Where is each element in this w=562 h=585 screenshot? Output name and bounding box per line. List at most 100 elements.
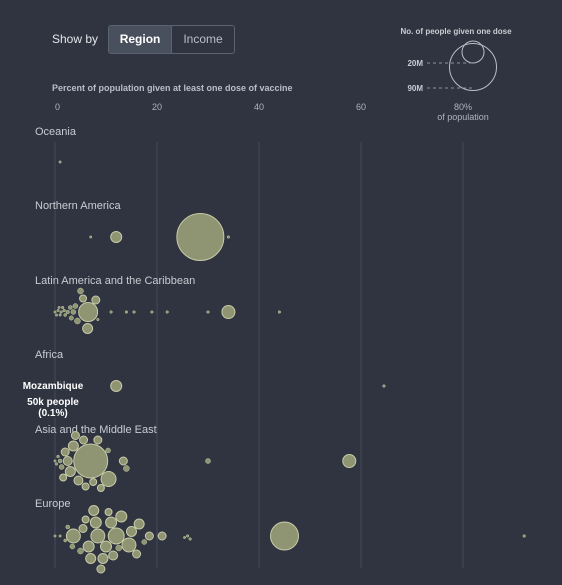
bubble-3-9 xyxy=(62,384,66,388)
bubble-3-2 xyxy=(55,381,59,385)
bubble-5-27 xyxy=(141,539,147,545)
tooltip-people: 50k people xyxy=(27,397,79,408)
bubble-4-15 xyxy=(89,478,98,486)
bubble-2-12 xyxy=(70,309,77,315)
bubble-2-6 xyxy=(61,305,65,310)
bubble-2-13 xyxy=(72,303,79,309)
bubble-4-5 xyxy=(59,473,68,482)
bubble-5-25 xyxy=(132,549,142,559)
size-legend-label-large: 90M xyxy=(407,84,423,93)
region-button[interactable]: Region xyxy=(109,25,172,53)
bubble-5-7 xyxy=(78,524,88,533)
bubble-5-9 xyxy=(82,540,95,553)
bubble-3-12 xyxy=(382,384,386,388)
size-legend-title: No. of people given one dose xyxy=(400,27,512,36)
bubble-2-20 xyxy=(96,317,100,322)
bubble-5-28 xyxy=(144,531,154,541)
bubble-5-21 xyxy=(115,544,122,552)
show-by-label: Show by xyxy=(52,32,99,46)
bubble-2-14 xyxy=(74,317,81,325)
bubble-2-17 xyxy=(78,302,99,322)
bubble-5-20 xyxy=(107,527,125,545)
bubble-4-9 xyxy=(67,440,79,452)
bubble-4-13 xyxy=(81,482,90,491)
bubble-5-16 xyxy=(100,540,112,553)
bubble-2-3 xyxy=(57,306,61,309)
bubble-3-1 xyxy=(54,387,58,391)
bubble-4-1 xyxy=(54,462,59,466)
bubble-1-2 xyxy=(176,213,225,261)
size-legend-circle-small xyxy=(461,40,485,64)
bubble-4-2 xyxy=(56,454,60,459)
bubble-2-5 xyxy=(59,310,63,314)
bubble-2-8 xyxy=(63,313,67,317)
bubble-5-32 xyxy=(188,537,192,541)
bubble-5-31 xyxy=(186,534,190,538)
bubble-2-11 xyxy=(68,315,74,321)
bubble-5-8 xyxy=(81,515,90,524)
bubble-3-7 xyxy=(60,387,64,391)
bubble-5-15 xyxy=(97,553,109,564)
bubble-5-22 xyxy=(115,510,128,523)
bubble-5-18 xyxy=(105,516,118,529)
bubble-5-0 xyxy=(53,534,57,538)
bubble-5-33 xyxy=(270,521,299,551)
bubble-4-17 xyxy=(96,484,105,492)
group-label-4: Asia and the Middle East xyxy=(35,424,157,436)
x-axis-title: Percent of population given at least one… xyxy=(52,83,293,93)
bubble-3-11 xyxy=(110,380,123,392)
bubble-4-0 xyxy=(53,459,57,463)
bubble-2-27 xyxy=(221,305,236,319)
bubble-5-12 xyxy=(89,516,102,529)
size-legend-label-small: 20M xyxy=(407,59,423,68)
bubble-4-23 xyxy=(342,454,357,468)
bubble-5-3 xyxy=(65,524,70,530)
bubble-2-22 xyxy=(124,310,128,314)
show-by-toolbar: Show by Region Income xyxy=(52,24,236,54)
bubble-4-7 xyxy=(62,456,73,466)
tooltip-country: Mozambique xyxy=(23,381,84,392)
x-tick-label-0: 0 xyxy=(55,102,60,112)
group-label-1: Northern America xyxy=(35,200,121,212)
bubble-5-26 xyxy=(133,518,145,530)
bubble-5-1 xyxy=(58,534,62,538)
bubble-3-6 xyxy=(59,384,63,388)
bubble-2-15 xyxy=(77,287,84,295)
bubble-4-21 xyxy=(123,465,130,472)
bubble-5-14 xyxy=(96,564,106,574)
bubble-5-13 xyxy=(90,528,106,544)
bubble-4-3 xyxy=(57,458,63,464)
bubble-2-2 xyxy=(56,309,60,312)
bubble-5-34 xyxy=(522,534,526,538)
group-label-0: Oceania xyxy=(35,126,77,138)
bubble-2-25 xyxy=(165,310,169,314)
bubble-3-10 xyxy=(64,387,68,391)
bubble-5-24 xyxy=(126,526,137,537)
bubble-2-23 xyxy=(132,310,136,314)
size-legend-circle-large xyxy=(449,43,497,91)
bubble-1-3 xyxy=(226,235,230,239)
bubble-2-4 xyxy=(58,313,62,317)
bubble-1-0 xyxy=(89,235,93,239)
group-toggle: Region Income xyxy=(108,24,236,54)
group-label-5: Europe xyxy=(35,498,70,510)
group-label-2: Latin America and the Caribbean xyxy=(35,275,195,287)
bubble-4-22 xyxy=(205,458,211,464)
bubble-4-16 xyxy=(93,435,103,445)
bubble-2-19 xyxy=(91,295,101,305)
bubble-5-11 xyxy=(88,505,100,516)
bubble-4-12 xyxy=(79,435,89,445)
bubble-4-4 xyxy=(58,464,65,470)
x-unit-label: of population xyxy=(437,112,489,122)
bubble-5-29 xyxy=(157,531,167,541)
bubble-5-19 xyxy=(108,550,119,561)
bubble-5-2 xyxy=(63,538,67,543)
bubble-3-8 xyxy=(61,381,65,385)
income-button[interactable]: Income xyxy=(171,25,234,53)
bubble-2-26 xyxy=(206,310,210,314)
bubble-2-18 xyxy=(82,323,94,334)
bubble-4-20 xyxy=(118,456,128,466)
bubble-1-1 xyxy=(110,231,123,243)
x-tick-label-2: 40 xyxy=(254,102,264,112)
